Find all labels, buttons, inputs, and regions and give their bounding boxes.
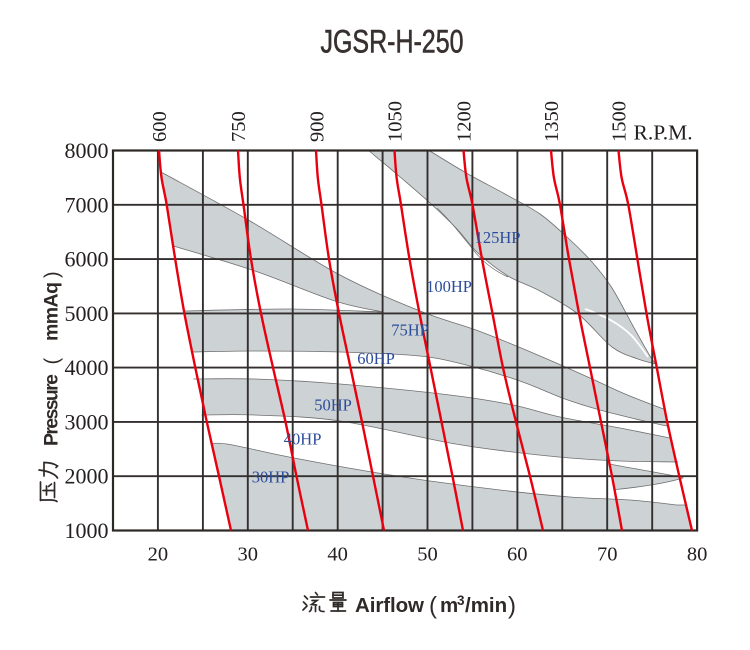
svg-text:30HP: 30HP (252, 468, 290, 487)
svg-text:3: 3 (457, 593, 465, 608)
svg-text:5000: 5000 (65, 301, 109, 326)
svg-text:40: 40 (327, 544, 348, 566)
svg-text:600: 600 (149, 111, 171, 142)
svg-text:mmAq: mmAq (41, 282, 63, 341)
svg-text:m: m (440, 594, 458, 617)
svg-text:Pressure: Pressure (41, 374, 63, 446)
svg-text:1050: 1050 (385, 101, 407, 142)
svg-text:6000: 6000 (65, 247, 109, 272)
svg-text:1000: 1000 (65, 518, 109, 543)
svg-text:): ) (508, 593, 516, 620)
svg-text:4000: 4000 (65, 355, 109, 380)
svg-text:50HP: 50HP (314, 396, 352, 415)
svg-text:20: 20 (148, 544, 169, 566)
svg-text:(: ( (42, 358, 64, 365)
svg-text:125HP: 125HP (475, 228, 521, 247)
svg-text:60: 60 (507, 544, 528, 566)
svg-text:7000: 7000 (65, 192, 109, 217)
svg-text:40HP: 40HP (284, 429, 322, 448)
svg-text:/min: /min (465, 594, 507, 617)
svg-text:30: 30 (238, 544, 259, 566)
svg-text:8000: 8000 (65, 138, 109, 163)
svg-text:70: 70 (597, 544, 618, 566)
svg-text:750: 750 (228, 111, 250, 142)
svg-text:): ) (42, 271, 64, 278)
svg-text:900: 900 (307, 111, 329, 142)
svg-text:50: 50 (417, 544, 438, 566)
svg-text:75HP: 75HP (391, 321, 429, 340)
svg-text:1350: 1350 (541, 101, 563, 142)
svg-text:3000: 3000 (65, 409, 109, 434)
svg-text:JGSR-H-250: JGSR-H-250 (321, 24, 464, 60)
svg-text:80: 80 (687, 544, 708, 566)
svg-text:Airflow: Airflow (355, 594, 424, 617)
svg-text:2000: 2000 (65, 464, 109, 489)
svg-text:R.P.M.: R.P.M. (634, 121, 693, 145)
svg-text:1200: 1200 (454, 101, 476, 142)
svg-text:100HP: 100HP (426, 277, 472, 296)
svg-text:1500: 1500 (609, 101, 631, 142)
svg-text:60HP: 60HP (357, 349, 395, 368)
svg-text:(: ( (429, 593, 437, 620)
